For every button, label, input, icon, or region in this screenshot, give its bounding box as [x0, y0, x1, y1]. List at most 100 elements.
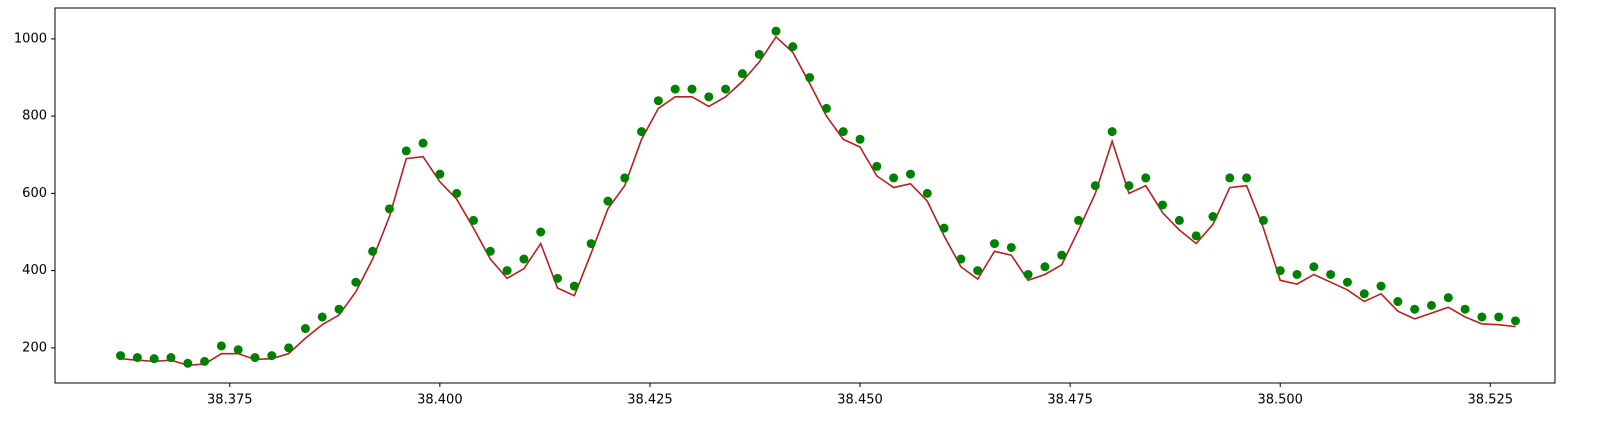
marker: [250, 353, 260, 363]
marker: [805, 73, 815, 83]
y-tick-label: 1000: [14, 31, 47, 46]
marker: [401, 146, 411, 156]
marker: [435, 169, 445, 179]
marker: [855, 134, 865, 144]
plot-frame: [54, 7, 1556, 384]
marker: [418, 138, 428, 148]
marker: [1426, 300, 1436, 310]
marker: [132, 353, 142, 363]
marker: [905, 169, 915, 179]
x-tick-label: 38.450: [837, 393, 883, 408]
x-tick-label: 38.375: [207, 393, 253, 408]
x-tick-label: 38.400: [417, 393, 463, 408]
marker: [1158, 200, 1168, 210]
marker: [922, 188, 932, 198]
y-tick-label: 400: [22, 263, 47, 278]
marker: [233, 345, 243, 355]
x-tick-label: 38.475: [1047, 393, 1093, 408]
marker: [872, 161, 882, 171]
marker: [687, 84, 697, 94]
marker: [1376, 281, 1386, 291]
marker: [1309, 262, 1319, 272]
marker: [989, 239, 999, 249]
marker: [300, 324, 310, 334]
marker: [889, 173, 899, 183]
marker: [485, 246, 495, 256]
marker: [788, 42, 798, 52]
y-tick-label: 200: [22, 340, 47, 355]
marker: [653, 96, 663, 106]
marker: [452, 188, 462, 198]
marker: [1511, 316, 1521, 326]
marker: [1057, 250, 1067, 260]
marker: [183, 358, 193, 368]
marker: [704, 92, 714, 102]
marker: [1174, 215, 1184, 225]
y-tick-label: 800: [22, 109, 47, 124]
marker: [1342, 277, 1352, 287]
marker: [1040, 262, 1050, 272]
marker: [1141, 173, 1151, 183]
marker: [502, 266, 512, 276]
marker: [553, 273, 563, 283]
marker: [267, 351, 277, 361]
marker: [317, 312, 327, 322]
marker: [956, 254, 966, 264]
marker: [334, 304, 344, 314]
marker: [166, 353, 176, 363]
marker: [351, 277, 361, 287]
x-tick-label: 38.500: [1257, 393, 1303, 408]
marker: [384, 204, 394, 214]
marker: [586, 239, 596, 249]
marker: [1225, 173, 1235, 183]
marker: [1477, 312, 1487, 322]
marker: [1208, 212, 1218, 222]
marker: [1006, 242, 1016, 252]
marker: [200, 356, 210, 366]
marker: [536, 227, 546, 237]
y-tick-label: 600: [22, 186, 47, 201]
marker: [1023, 269, 1033, 279]
marker: [670, 84, 680, 94]
marker: [737, 69, 747, 79]
marker: [1107, 127, 1117, 137]
marker: [754, 49, 764, 59]
marker: [939, 223, 949, 233]
marker: [149, 354, 159, 364]
marker: [216, 341, 226, 351]
marker: [1494, 312, 1504, 322]
marker: [821, 103, 831, 113]
marker: [603, 196, 613, 206]
marker: [468, 215, 478, 225]
marker: [1410, 304, 1420, 314]
marker: [1258, 215, 1268, 225]
marker: [1443, 293, 1453, 303]
line: [120, 35, 1516, 367]
marker: [838, 127, 848, 137]
marker: [1090, 181, 1100, 191]
marker: [1242, 173, 1252, 183]
marker: [368, 246, 378, 256]
marker: [721, 84, 731, 94]
marker: [973, 266, 983, 276]
x-tick-label: 38.425: [627, 393, 673, 408]
marker: [1074, 215, 1084, 225]
marker: [1393, 297, 1403, 307]
marker: [569, 281, 579, 291]
marker: [284, 343, 294, 353]
marker: [1124, 181, 1134, 191]
marker: [637, 127, 647, 137]
marker: [116, 351, 126, 361]
marker: [620, 173, 630, 183]
marker: [1326, 269, 1336, 279]
marker: [1359, 289, 1369, 299]
marker: [1275, 266, 1285, 276]
marker: [1191, 231, 1201, 241]
marker: [1460, 304, 1470, 314]
marker: [1292, 269, 1302, 279]
x-tick-label: 38.525: [1468, 393, 1514, 408]
marker: [519, 254, 529, 264]
marker: [771, 26, 781, 36]
